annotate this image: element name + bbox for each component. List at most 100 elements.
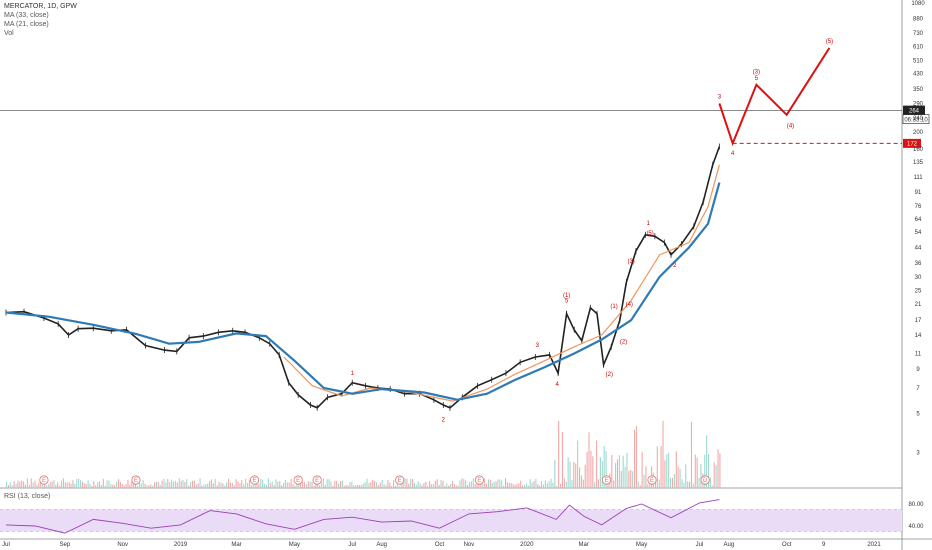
- volume-bar: [413, 482, 416, 488]
- volume-bar: [476, 480, 478, 488]
- volume-bar: [356, 484, 359, 488]
- volume-bar: [709, 477, 711, 488]
- volume-bar: [666, 454, 668, 488]
- volume-bar: [440, 480, 442, 488]
- rsi-legend: RSI (13, close): [4, 493, 51, 500]
- volume-bar: [548, 481, 550, 488]
- volume-bar: [567, 457, 569, 488]
- earnings-marker-label: E: [253, 478, 257, 484]
- volume-bar: [218, 482, 220, 488]
- wave-projection: 26406:33:101721234(1)5(1)(2)(2)(3)(4)1(5…: [0, 39, 930, 424]
- volume-bar: [328, 479, 330, 488]
- volume-bar: [174, 480, 176, 488]
- volume-bar: [199, 478, 201, 488]
- volume-bar: [487, 479, 490, 488]
- volume-bar: [639, 485, 641, 488]
- volume-bar: [235, 479, 237, 488]
- price-tick-label: 54: [915, 230, 922, 236]
- volume-bar: [193, 480, 195, 488]
- volume-bar: [144, 483, 146, 488]
- volume-bar: [265, 484, 268, 488]
- volume-bar: [95, 485, 97, 488]
- volume-bar: [6, 482, 8, 488]
- price-tick-label: 730: [913, 31, 924, 37]
- volume-bar: [461, 478, 463, 488]
- volume-bar: [43, 483, 46, 488]
- earnings-marker-icon: [474, 475, 484, 485]
- volume-bar: [34, 480, 36, 488]
- earnings-marker-label: E: [650, 478, 654, 484]
- volume-bar: [533, 480, 535, 488]
- earnings-marker-icon: [39, 475, 49, 485]
- volume-bar: [258, 483, 260, 488]
- wave-label: (5): [646, 231, 653, 237]
- volume-bar: [689, 481, 691, 488]
- volume-bar: [62, 478, 65, 488]
- volume-bar: [662, 420, 664, 488]
- earnings-marker-label: E: [315, 478, 319, 484]
- earnings-marker-icon: [249, 475, 260, 485]
- volume-bar: [104, 485, 106, 488]
- volume-bar: [281, 485, 283, 488]
- volume-bar: [267, 478, 269, 488]
- volume-bar: [396, 482, 398, 488]
- volume-bar: [205, 484, 207, 488]
- earnings-marker-icon: [647, 475, 657, 485]
- volume-bar: [7, 485, 9, 488]
- volume-bar: [632, 471, 634, 488]
- volume-bar: [106, 480, 108, 488]
- volume-bar: [66, 482, 68, 488]
- volume-bar: [125, 484, 127, 488]
- volume-bar: [277, 481, 279, 488]
- volume-bar: [503, 485, 505, 488]
- price-tick-label: 350: [913, 87, 924, 93]
- volume-legend: Vol: [4, 30, 14, 37]
- volume-bar: [68, 482, 70, 488]
- wave-projection-line: [718, 47, 831, 147]
- rsi-band: [0, 509, 902, 532]
- volume-bar: [305, 484, 307, 488]
- volume-bar: [465, 480, 467, 488]
- volume-bar: [360, 485, 362, 488]
- volume-bar: [681, 479, 683, 488]
- volume-bar: [157, 481, 159, 488]
- ma-short-line: [283, 164, 720, 402]
- volume-bar: [637, 481, 639, 488]
- volume-bar: [499, 479, 501, 488]
- volume-bar: [338, 483, 340, 488]
- volume-bar: [381, 479, 383, 488]
- volume-bar: [176, 482, 178, 488]
- volume-bar: [98, 481, 101, 488]
- time-tick-label: Nov: [464, 542, 475, 548]
- volume-bar: [79, 480, 82, 488]
- volume-bar: [78, 478, 80, 488]
- time-tick-label: Oct: [435, 542, 445, 548]
- volume-bar: [525, 483, 527, 488]
- volume-bar: [520, 480, 522, 488]
- volume-bar: [55, 484, 57, 488]
- volume-bar: [527, 485, 529, 488]
- volume-bar: [186, 478, 188, 488]
- volume-bar: [580, 475, 582, 488]
- volume-bar: [15, 483, 17, 488]
- volume-bar: [70, 483, 72, 488]
- volume-bar: [372, 479, 374, 488]
- wave-label: 3: [718, 94, 722, 100]
- volume-bar: [364, 482, 366, 488]
- volume-bar: [497, 479, 499, 488]
- price-tick-label: 30: [915, 275, 922, 281]
- volume-bar: [201, 485, 203, 488]
- volume-bar: [673, 474, 675, 488]
- target-price-tag: [903, 138, 921, 148]
- earnings-marker-label: D: [703, 478, 708, 484]
- price-tick-label: 160: [913, 147, 924, 153]
- volume-bar: [670, 477, 672, 488]
- volume-bar: [504, 478, 507, 488]
- volume-bar: [209, 481, 211, 488]
- volume-bar: [326, 479, 328, 488]
- volume-bar: [544, 480, 546, 488]
- time-tick-label: Aug: [724, 542, 735, 548]
- volume-bar: [87, 480, 89, 488]
